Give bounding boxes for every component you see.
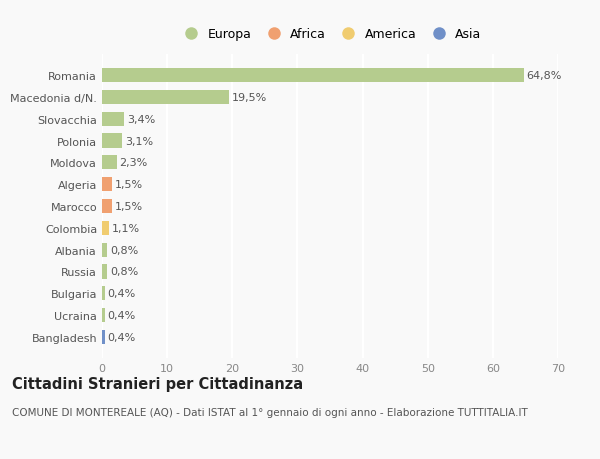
Text: 3,4%: 3,4% <box>127 114 155 124</box>
Bar <box>102 156 117 170</box>
Text: COMUNE DI MONTEREALE (AQ) - Dati ISTAT al 1° gennaio di ogni anno - Elaborazione: COMUNE DI MONTEREALE (AQ) - Dati ISTAT a… <box>12 408 528 417</box>
Bar <box>102 265 107 279</box>
Bar <box>102 308 104 323</box>
Text: 0,4%: 0,4% <box>107 332 136 342</box>
Bar <box>102 90 229 105</box>
Text: 0,4%: 0,4% <box>107 310 136 320</box>
Bar <box>102 178 112 192</box>
Text: 0,8%: 0,8% <box>110 245 138 255</box>
Text: 0,8%: 0,8% <box>110 267 138 277</box>
Bar <box>102 221 109 235</box>
Bar <box>102 112 124 127</box>
Text: 19,5%: 19,5% <box>232 93 267 103</box>
Bar <box>102 243 107 257</box>
Text: 2,3%: 2,3% <box>119 158 148 168</box>
Text: 1,5%: 1,5% <box>115 180 143 190</box>
Bar <box>102 134 122 148</box>
Text: 64,8%: 64,8% <box>527 71 562 81</box>
Legend: Europa, Africa, America, Asia: Europa, Africa, America, Asia <box>179 28 481 41</box>
Text: 1,5%: 1,5% <box>115 202 143 212</box>
Bar <box>102 286 104 301</box>
Text: 3,1%: 3,1% <box>125 136 153 146</box>
Text: Cittadini Stranieri per Cittadinanza: Cittadini Stranieri per Cittadinanza <box>12 376 303 391</box>
Text: 0,4%: 0,4% <box>107 289 136 299</box>
Text: 1,1%: 1,1% <box>112 224 140 233</box>
Bar <box>102 200 112 213</box>
Bar <box>102 330 104 344</box>
Bar <box>102 69 524 83</box>
